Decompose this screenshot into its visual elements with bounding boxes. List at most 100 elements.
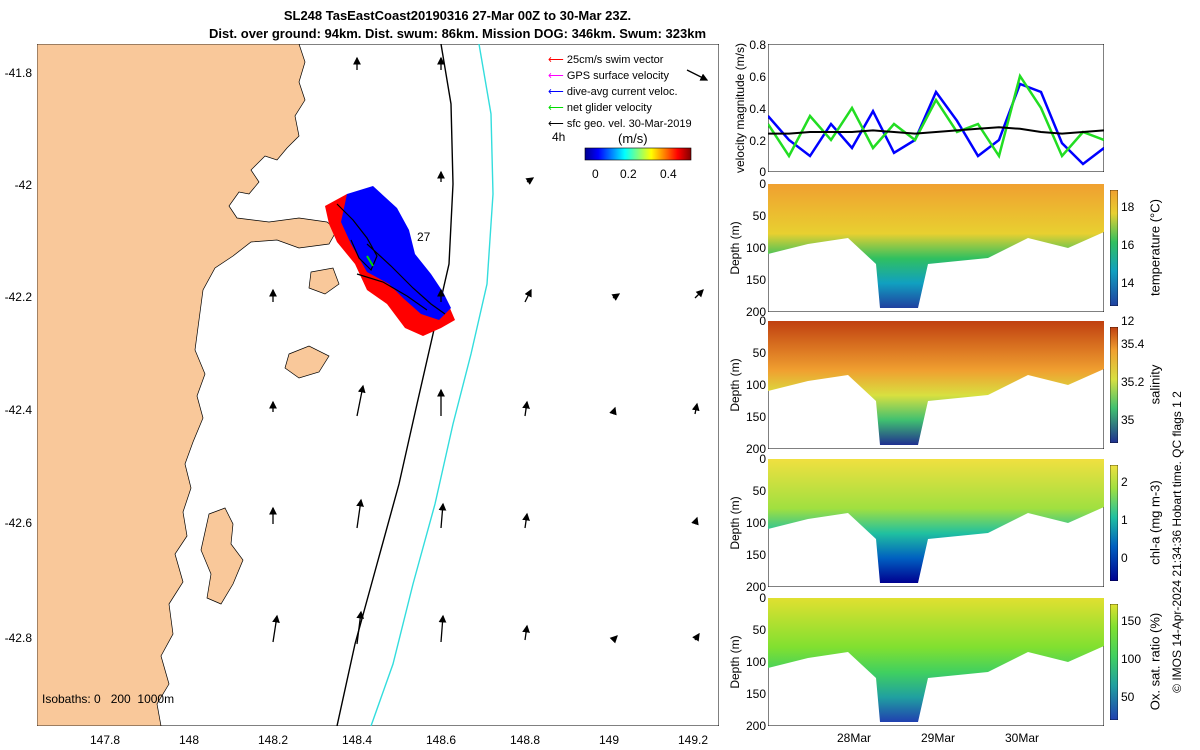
velocity-series-line [768, 82, 1104, 166]
legend-label: GPS surface velocity [566, 70, 669, 82]
time-label: 4h [552, 130, 566, 144]
dive-avg-current [341, 186, 451, 320]
lon-tick: 148.4 [341, 733, 373, 747]
depth-tick: 150 [745, 548, 766, 562]
section-colorbar [1110, 604, 1118, 720]
cbar-tick: 35 [1121, 413, 1135, 427]
lat-tick: -42 [14, 178, 32, 192]
lat-tick: -41.8 [4, 66, 32, 80]
lon-tick: 148.6 [425, 733, 457, 747]
lon-tick: 149.2 [677, 733, 709, 747]
legend-arrow-icon: ⟵ [548, 102, 564, 114]
cbar-tick: 2 [1121, 475, 1128, 489]
section-plot [768, 184, 1104, 312]
cbar-label: Ox. sat. ratio (%) [1147, 612, 1163, 711]
velocity-series-line [768, 126, 1104, 135]
depth-tick: 100 [745, 378, 766, 392]
cbar-tick: 14 [1121, 276, 1135, 290]
depth-tick: 100 [745, 655, 766, 669]
legend-item: ⟵ sfc geo. vel. 30-Mar-2019 [548, 117, 692, 130]
velocity-plot [768, 44, 1104, 172]
net-glider-velocity [366, 255, 374, 267]
cbar-tick: 35.2 [1121, 375, 1145, 389]
legend-label: sfc geo. vel. 30-Mar-2019 [566, 118, 692, 130]
section-data [768, 321, 1104, 445]
cbar-tick: 12 [1121, 314, 1135, 328]
vel-ytick: 0.8 [749, 38, 766, 52]
section-ylabel: Depth (m) [728, 635, 742, 689]
depth-tick: 50 [752, 209, 766, 223]
section-colorbar [1110, 190, 1118, 306]
island-small [308, 267, 340, 295]
legend-arrow-icon: ⟵ [548, 118, 564, 130]
day-label-27: 27 [417, 230, 431, 244]
cbar-label: chl-a (mg m-3) [1147, 480, 1163, 565]
depth-tick: 50 [752, 346, 766, 360]
cbar-tick: 100 [1121, 652, 1142, 666]
sfc-geo-vectors [269, 56, 709, 645]
lat-tick: -42.4 [4, 403, 32, 417]
section-ylabel: Depth (m) [728, 221, 742, 275]
speed-colorbar [584, 147, 692, 161]
time-tick: 28Mar [836, 731, 871, 745]
depth-tick: 0 [759, 177, 766, 191]
chart-title-line1: SL248 TasEastCoast20190316 27-Mar 00Z to… [283, 8, 632, 23]
lat-tick: -42.6 [4, 516, 32, 530]
velocity-ylabel: velocity magnitude (m/s) [733, 42, 747, 174]
depth-tick: 150 [745, 273, 766, 287]
isobath-1000 [370, 44, 494, 726]
cbar-tick: 1 [1121, 513, 1128, 527]
depth-tick: 100 [745, 241, 766, 255]
cbar-tick: 35.4 [1121, 337, 1145, 351]
vel-ytick: 0.4 [749, 102, 766, 116]
cbar-tick: 150 [1121, 614, 1142, 628]
lon-tick: 148.2 [257, 733, 289, 747]
lat-tick: -42.8 [4, 631, 32, 645]
section-colorbar [1110, 465, 1118, 581]
legend-item: ⟵ 25cm/s swim vector [548, 53, 663, 66]
section-ylabel: Depth (m) [728, 496, 742, 550]
isobath-200 [336, 44, 454, 726]
cbar-label: temperature (°C) [1147, 199, 1163, 296]
lon-tick: 148.8 [509, 733, 541, 747]
lon-tick: 149 [598, 733, 620, 747]
legend-item: ⟵ net glider velocity [548, 101, 652, 114]
land-tasmania [37, 44, 338, 726]
depth-tick: 50 [752, 623, 766, 637]
vel-ytick: 0.6 [749, 70, 766, 84]
legend-arrow-icon: ⟵ [548, 86, 564, 98]
section-data [768, 598, 1104, 722]
colorbar-tick: 0 [592, 167, 599, 181]
cbar-tick: 0 [1121, 551, 1128, 565]
section-colorbar [1110, 327, 1118, 443]
depth-tick: 0 [759, 314, 766, 328]
depth-tick: 150 [745, 410, 766, 424]
legend-arrow-icon: ⟵ [548, 70, 564, 82]
legend-arrow-icon: ⟵ [548, 54, 564, 66]
section-plot [768, 321, 1104, 449]
cbar-tick: 18 [1121, 200, 1135, 214]
section-data [768, 459, 1104, 583]
glider-path [336, 203, 446, 315]
depth-tick: 0 [759, 591, 766, 605]
colorbar-unit: (m/s) [618, 131, 648, 146]
glider-track [325, 186, 455, 336]
section-ylabel: Depth (m) [728, 358, 742, 412]
map-plot: 27 [37, 44, 719, 726]
cbar-label: salinity [1147, 364, 1163, 405]
chart-title-line2: Dist. over ground: 94km. Dist. swum: 86k… [208, 26, 707, 41]
vel-ytick: 0.2 [749, 134, 766, 148]
legend-item: ⟵ dive-avg current veloc. [548, 85, 678, 98]
lat-tick: -42.2 [4, 290, 32, 304]
island-peninsula [200, 507, 244, 605]
section-data [768, 184, 1104, 308]
depth-tick: 150 [745, 687, 766, 701]
legend-label: dive-avg current veloc. [566, 86, 678, 98]
colorbar-tick: 0.4 [660, 167, 677, 181]
cbar-tick: 16 [1121, 238, 1135, 252]
vel-ytick: 0 [759, 165, 766, 179]
legend-label: 25cm/s swim vector [566, 54, 664, 66]
legend-item: ⟵ GPS surface velocity [548, 69, 669, 82]
depth-tick: 200 [745, 580, 766, 594]
legend-label: net glider velocity [566, 102, 652, 114]
